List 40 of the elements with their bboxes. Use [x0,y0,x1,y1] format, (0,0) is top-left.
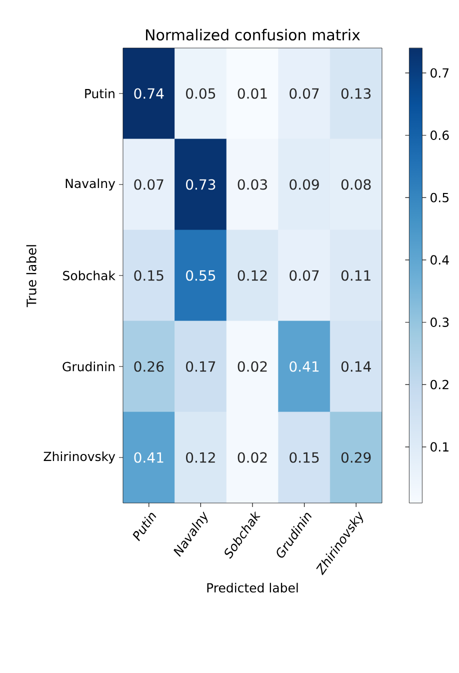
y-tick-label: Grudinin [62,362,114,372]
y-axis-title: True label [26,245,36,308]
color-bar-label: 0.1 [430,442,448,452]
data-label: 0.74 [134,88,164,99]
data-label: 0.26 [134,361,164,372]
data-label: 0.08 [341,179,371,190]
data-label: 0.09 [290,179,319,190]
data-label: 0.73 [186,179,216,190]
data-label: 0.02 [238,361,267,372]
data-label: 0.07 [290,88,319,99]
data-label: 0.12 [238,270,267,281]
color-bar-label: 0.7 [430,68,449,78]
data-label: 0.55 [186,270,216,281]
data-label: 0.14 [341,361,371,372]
data-label: 0.01 [238,88,267,99]
y-tick-label: Putin [85,88,114,98]
y-tick-label: Sobchak [63,270,116,280]
color-bar-label: 0.4 [430,255,449,265]
data-label: 0.29 [341,452,371,463]
color-bar-label: 0.5 [430,192,449,202]
data-label: 0.02 [238,452,267,463]
data-label: 0.13 [341,88,371,99]
data-label: 0.41 [134,452,164,463]
data-label: 0.15 [290,452,319,463]
x-axis-title: Predicted label [207,582,298,593]
chart-title: Normalized confusion matrix [146,28,360,40]
data-label: 0.07 [290,270,319,281]
data-label: 0.07 [134,179,164,190]
color-bar-label: 0.6 [430,130,449,140]
y-tick-label: Zhirinovsky [44,451,116,464]
data-label: 0.17 [186,361,216,372]
data-label: 0.15 [134,270,164,281]
data-label: 0.12 [186,452,215,463]
y-tick-label: Navalny [66,178,116,191]
color-bar-label: 0.3 [430,318,449,327]
data-label: 0.05 [186,88,216,99]
color-bar-label: 0.2 [430,380,448,390]
data-label: 0.11 [341,270,370,281]
data-label: 0.03 [238,179,267,190]
data-label: 0.41 [290,361,319,372]
